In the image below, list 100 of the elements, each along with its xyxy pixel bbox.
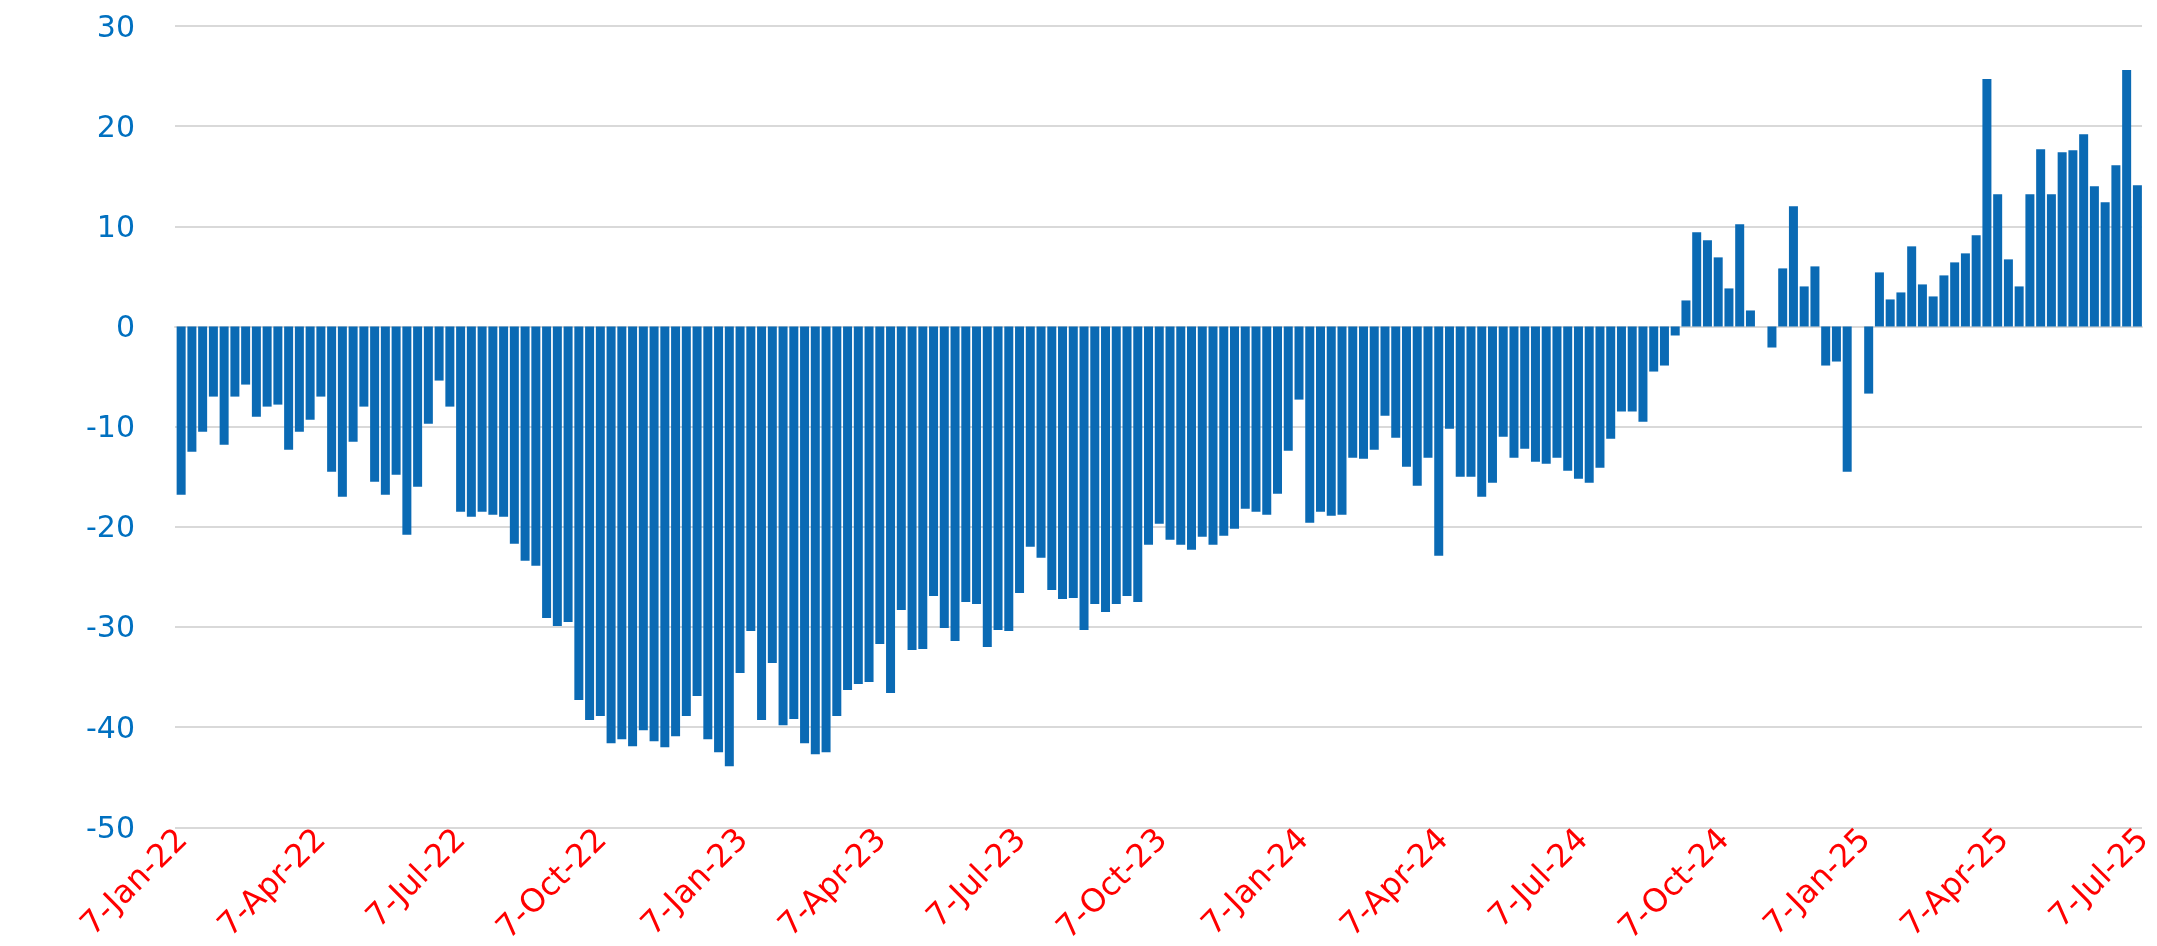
bar [1563, 326, 1573, 471]
y-tick-label: 0 [115, 308, 135, 344]
bar [1681, 300, 1691, 327]
bar [1842, 326, 1852, 472]
bar [2122, 70, 2132, 327]
bar [2003, 259, 2013, 327]
bar [1197, 326, 1207, 537]
bar [1025, 326, 1035, 547]
bar [1283, 326, 1293, 451]
bar [628, 326, 638, 747]
bar [1702, 240, 1712, 327]
bar [1692, 232, 1702, 327]
bar [1058, 326, 1068, 599]
y-tick-label: 20 [96, 108, 135, 144]
bar [1649, 326, 1659, 372]
bar [800, 326, 810, 744]
bar [509, 326, 519, 544]
bar [1573, 326, 1583, 479]
bar [423, 326, 433, 424]
bar [337, 326, 347, 497]
bar [2089, 186, 2099, 327]
bar [1487, 326, 1497, 483]
bar [638, 326, 648, 731]
bar [2079, 134, 2089, 327]
bar [929, 326, 939, 596]
y-tick-label: -20 [86, 509, 135, 545]
bar [251, 326, 261, 417]
bar [1831, 326, 1841, 362]
bar [1864, 326, 1874, 394]
bar [1530, 326, 1540, 462]
bar [380, 326, 390, 495]
bar [542, 326, 552, 618]
bar [1874, 272, 1884, 327]
bar [294, 326, 304, 432]
bar [1434, 326, 1444, 556]
bar [1230, 326, 1240, 529]
bar [1391, 326, 1401, 438]
bar [810, 326, 820, 755]
bar [1358, 326, 1368, 459]
bar [1950, 262, 1960, 327]
bar [413, 326, 423, 487]
bar [208, 326, 218, 397]
bar [499, 326, 509, 517]
bar [284, 326, 294, 450]
bar [1616, 326, 1626, 412]
bar [714, 326, 724, 753]
y-tick-label: -40 [86, 709, 135, 745]
bar [671, 326, 681, 737]
bar [767, 326, 777, 664]
bar [1735, 224, 1745, 327]
bar [1187, 326, 1197, 550]
bar [939, 326, 949, 628]
bar [1068, 326, 1078, 598]
bar [1821, 326, 1831, 366]
bar [327, 326, 337, 472]
bar [585, 326, 595, 721]
bar [1401, 326, 1411, 467]
bar [1778, 268, 1788, 327]
bar [1788, 206, 1798, 327]
bar [1101, 326, 1111, 612]
bar [1917, 284, 1927, 327]
bar [1111, 326, 1121, 604]
bar [2046, 194, 2056, 327]
bar [1444, 326, 1454, 429]
bar [466, 326, 476, 517]
bar [198, 326, 208, 432]
y-tick-label: -30 [86, 609, 135, 645]
bar [896, 326, 906, 610]
bar [1240, 326, 1250, 509]
y-tick-label: -10 [86, 409, 135, 445]
bar [370, 326, 380, 482]
bar [1348, 326, 1358, 458]
bar [1767, 326, 1777, 348]
bar [1606, 326, 1616, 439]
bar [241, 326, 251, 385]
bar [1960, 253, 1970, 327]
bar [595, 326, 605, 717]
bar [1745, 310, 1755, 327]
bar [2036, 149, 2046, 327]
bar [1154, 326, 1164, 524]
bar [1273, 326, 1282, 494]
bar [886, 326, 896, 694]
bar [552, 326, 562, 626]
bar [2132, 185, 2142, 327]
bar [1477, 326, 1487, 497]
bar [843, 326, 853, 691]
bar [724, 326, 734, 767]
bar [1670, 326, 1680, 336]
bar [1993, 194, 2003, 327]
bar [1907, 246, 1917, 327]
bar [1316, 326, 1325, 512]
bar [456, 326, 466, 512]
bar [1520, 326, 1530, 449]
y-tick-label: 30 [96, 8, 135, 44]
bar [681, 326, 691, 717]
bar [1015, 326, 1025, 593]
bar [972, 326, 982, 604]
bar [1659, 326, 1669, 366]
bar [982, 326, 992, 647]
bar [853, 326, 863, 685]
